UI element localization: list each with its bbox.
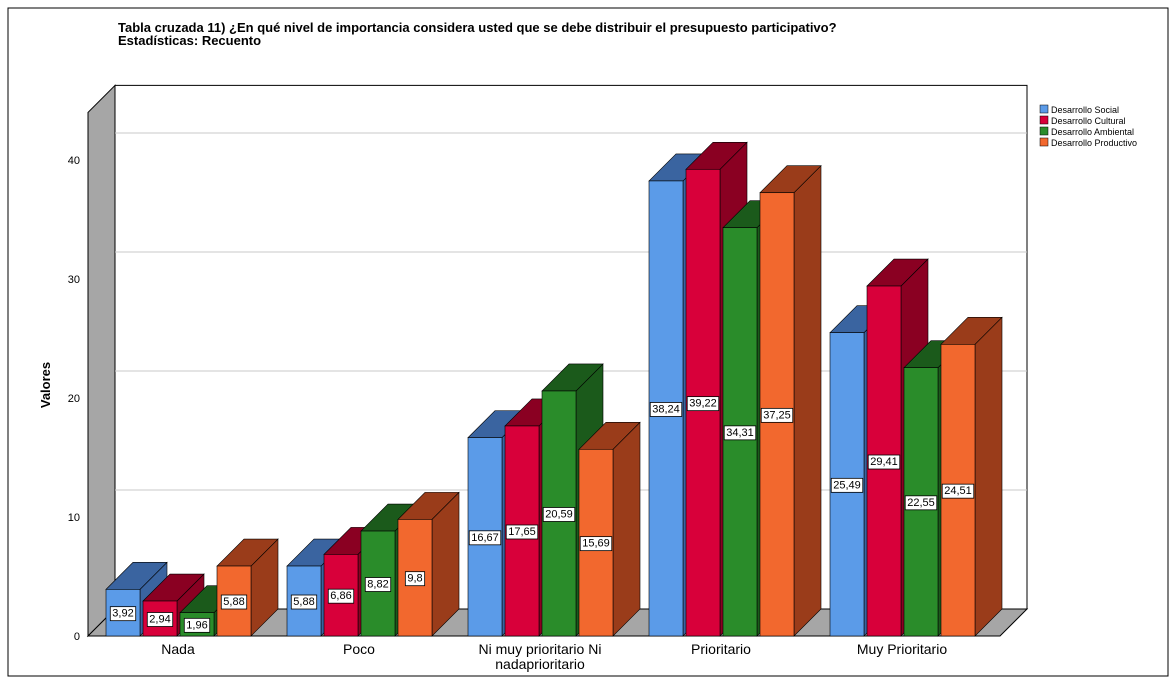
bar-side	[793, 165, 822, 637]
data-label-box	[468, 530, 502, 546]
x-tick-label: Nada	[161, 641, 195, 657]
data-label-box	[290, 594, 318, 610]
legend-label: Desarrollo Cultural	[1051, 116, 1126, 126]
bar-side	[974, 316, 1003, 637]
data-label-box	[579, 536, 613, 552]
data-label-box	[830, 477, 864, 493]
data-label-box	[542, 507, 576, 522]
data-label-box	[760, 407, 794, 423]
y-tick-label: 20	[68, 393, 80, 405]
data-label: 6,86	[330, 590, 351, 602]
x-tick-label: Poco	[343, 641, 375, 657]
data-label: 24,51	[944, 485, 972, 497]
y-tick-label: 40	[68, 155, 80, 167]
data-label-box	[941, 483, 975, 499]
data-label: 39,22	[689, 398, 717, 410]
data-label: 8,82	[367, 579, 388, 591]
y-tick-label: 30	[68, 274, 80, 286]
legend-swatch	[1039, 126, 1049, 136]
data-label: 22,55	[907, 497, 935, 509]
data-label: 25,49	[833, 479, 861, 491]
chart-title: Tabla cruzada 11) ¿En qué nivel de impor…	[118, 20, 837, 35]
legend-swatch	[1039, 104, 1049, 114]
data-label: 3,92	[112, 608, 133, 620]
data-label: 2,94	[149, 614, 170, 626]
data-label: 5,88	[223, 596, 244, 608]
x-tick-label: Ni muy prioritario Ni nadaprioritario	[478, 641, 602, 672]
data-label-box	[183, 617, 211, 633]
data-label-box	[146, 612, 174, 627]
data-label: 1,96	[186, 619, 207, 631]
data-label-box	[220, 594, 248, 610]
legend-label: Desarrollo Productivo	[1051, 138, 1137, 148]
data-label-box	[723, 425, 757, 441]
data-label: 17,65	[508, 526, 536, 538]
data-label: 9,8	[407, 573, 422, 585]
data-label-box	[904, 495, 938, 511]
data-label-box	[505, 524, 539, 540]
y-axis-label: Valores	[38, 362, 53, 408]
side-wall	[87, 84, 116, 638]
data-label-box	[109, 606, 137, 622]
data-label: 37,25	[763, 409, 791, 421]
data-label-box	[404, 571, 426, 587]
data-label: 38,24	[652, 403, 680, 415]
y-tick-label: 0	[74, 631, 80, 643]
legend-label: Desarrollo Ambiental	[1051, 127, 1134, 137]
data-label: 5,88	[293, 596, 314, 608]
x-tick-label: Muy Prioritario	[856, 641, 948, 657]
data-label: 34,31	[726, 427, 754, 439]
data-label-box	[364, 577, 392, 592]
y-tick-label: 10	[68, 512, 80, 524]
data-label-box	[327, 588, 355, 604]
legend-swatch	[1039, 115, 1049, 125]
data-label-box	[686, 396, 720, 412]
bar-side	[612, 421, 641, 637]
data-label-box	[867, 454, 901, 470]
data-label: 15,69	[582, 538, 610, 550]
chart-subtitle: Estadísticas: Recuento	[118, 33, 261, 48]
data-label: 29,41	[870, 456, 898, 468]
legend-swatch	[1039, 137, 1049, 147]
data-label: 16,67	[471, 532, 499, 544]
data-label: 20,59	[545, 508, 573, 520]
x-tick-label: Prioritario	[691, 641, 751, 657]
data-label-box	[649, 402, 683, 417]
legend-label: Desarrollo Social	[1051, 105, 1119, 115]
